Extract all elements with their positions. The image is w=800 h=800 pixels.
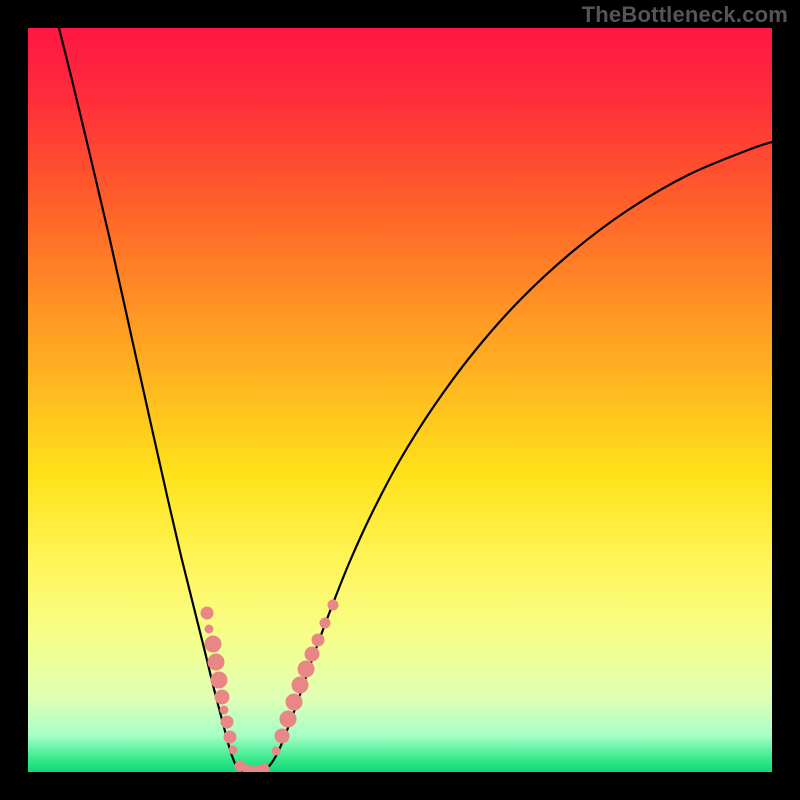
chart-container: TheBottleneck.com [0, 0, 800, 800]
chart-border [0, 0, 800, 800]
watermark-text: TheBottleneck.com [582, 2, 788, 28]
